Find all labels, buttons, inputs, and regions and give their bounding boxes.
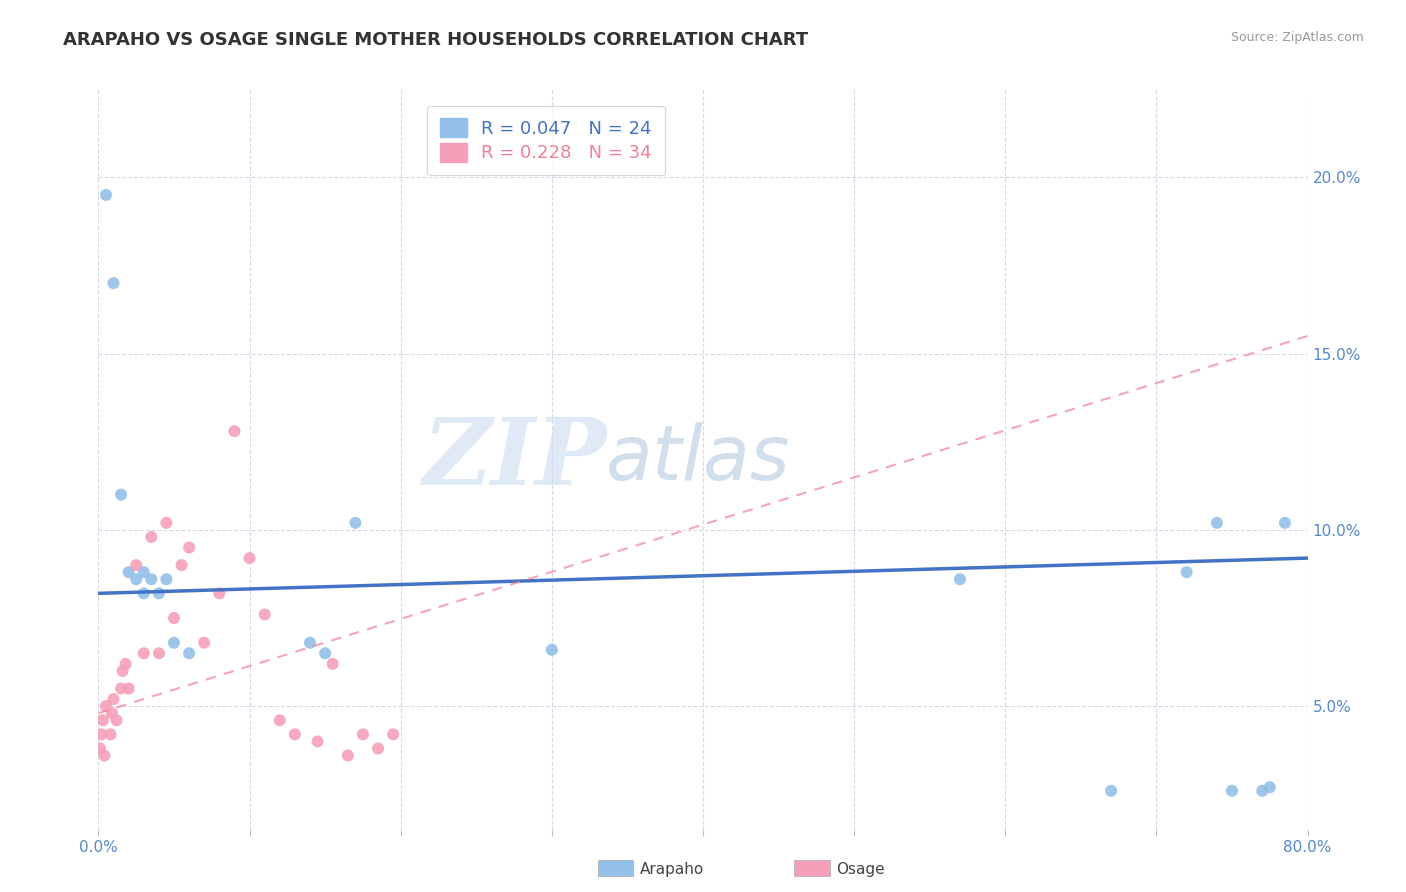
Point: [105, 713, 128, 727]
Point: [179, 646, 201, 660]
Point: [269, 713, 291, 727]
Point: [170, 558, 193, 573]
Point: [132, 646, 155, 660]
Point: [239, 551, 262, 566]
Text: Osage: Osage: [837, 863, 886, 877]
Text: ZIP: ZIP: [422, 415, 606, 504]
Point: [193, 636, 215, 650]
Point: [125, 572, 148, 586]
Point: [367, 741, 389, 756]
Point: [89, 741, 111, 756]
Point: [224, 424, 246, 438]
Point: [540, 642, 562, 657]
Point: [1099, 784, 1122, 798]
Point: [163, 611, 186, 625]
Point: [111, 664, 134, 678]
Point: [314, 646, 336, 660]
Point: [1258, 780, 1281, 795]
Point: [110, 681, 132, 696]
Point: [132, 565, 155, 579]
Point: [93, 748, 115, 763]
Point: [1251, 784, 1274, 798]
Point: [90, 727, 112, 741]
Point: [284, 727, 307, 741]
Text: atlas: atlas: [606, 423, 790, 496]
Point: [118, 681, 141, 696]
Point: [141, 572, 163, 586]
Point: [148, 646, 170, 660]
Point: [91, 713, 114, 727]
Point: [148, 586, 170, 600]
FancyBboxPatch shape: [598, 860, 633, 876]
Text: ARAPAHO VS OSAGE SINGLE MOTHER HOUSEHOLDS CORRELATION CHART: ARAPAHO VS OSAGE SINGLE MOTHER HOUSEHOLD…: [63, 31, 808, 49]
Point: [100, 727, 122, 741]
Point: [208, 586, 231, 600]
Text: Arapaho: Arapaho: [640, 863, 704, 877]
Point: [101, 706, 124, 721]
Point: [307, 734, 329, 748]
Point: [155, 516, 177, 530]
Point: [344, 516, 367, 530]
Point: [163, 636, 186, 650]
Point: [352, 727, 374, 741]
Point: [125, 558, 148, 573]
Point: [1206, 516, 1229, 530]
Point: [94, 188, 117, 202]
Point: [110, 488, 132, 502]
Point: [382, 727, 405, 741]
Point: [336, 748, 359, 763]
FancyBboxPatch shape: [794, 860, 830, 876]
Point: [1274, 516, 1296, 530]
Point: [155, 572, 177, 586]
Point: [118, 565, 141, 579]
Point: [132, 586, 155, 600]
Point: [253, 607, 276, 622]
Point: [322, 657, 344, 671]
Point: [141, 530, 163, 544]
Point: [1175, 565, 1198, 579]
Point: [299, 636, 322, 650]
Point: [179, 541, 201, 555]
Legend: R = 0.047   N = 24, R = 0.228   N = 34: R = 0.047 N = 24, R = 0.228 N = 34: [427, 105, 665, 175]
Point: [103, 692, 125, 706]
Point: [103, 276, 125, 290]
Text: Source: ZipAtlas.com: Source: ZipAtlas.com: [1230, 31, 1364, 45]
Point: [1220, 784, 1243, 798]
Point: [949, 572, 972, 586]
Point: [94, 699, 117, 714]
Point: [114, 657, 136, 671]
